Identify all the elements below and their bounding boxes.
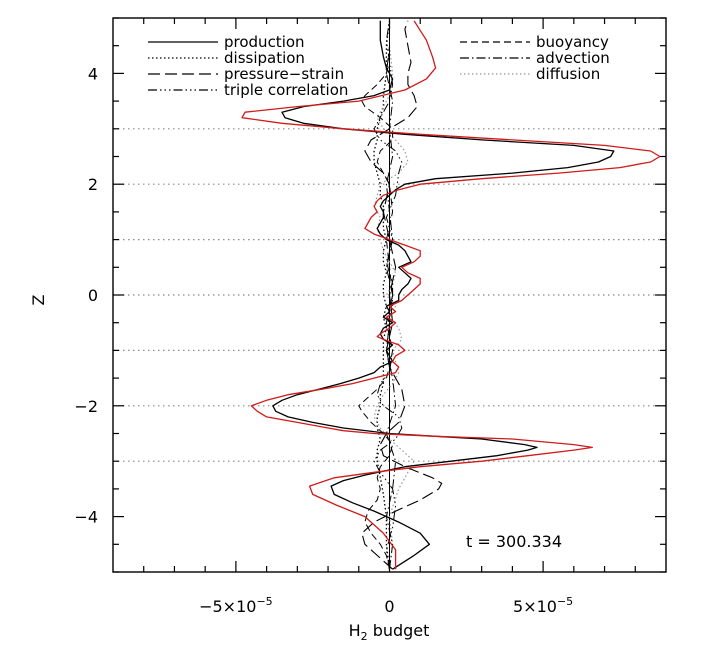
x-tick-labels: −5×10−5 0 5×10−5 [199,595,573,616]
series-layer [241,20,661,570]
legend-item: buoyancy [460,33,609,51]
legend-item: advection [460,49,610,67]
x-tick-label: 0 [384,597,394,616]
y-tick-label: 4 [88,64,98,83]
series-advection [385,20,397,570]
legend-label: buoyancy [536,33,609,51]
legend-item: pressure−strain [148,65,344,83]
legend-label: pressure−strain [224,65,344,83]
y-tick-labels: −4 −2 0 2 4 [74,64,98,526]
legend-item: diffusion [460,65,600,83]
x-tick-label: 5×10−5 [513,595,573,616]
series-dissipation [373,20,391,570]
legend-label: advection [536,49,610,67]
legend-item: production [148,33,305,51]
time-annotation: t = 300.334 [466,532,562,551]
y-axis-label: Z [29,294,48,305]
x-axis-label: H2 budget [349,621,430,643]
axis-ticks [113,17,666,573]
x-tick-label: −5×10−5 [199,595,273,616]
series-buoyancy [358,20,394,570]
legend-item: dissipation [148,49,305,67]
y-tick-label: −4 [74,508,98,527]
legend-label: diffusion [536,65,600,83]
y-tick-label: −2 [74,397,98,416]
y-tick-label: 0 [88,286,98,305]
series-pressure-strain [361,20,443,570]
series-production [272,20,615,570]
legend-item: triple correlation [148,81,348,99]
series-total [241,20,661,570]
legend-label: dissipation [224,49,305,67]
legend-label: triple correlation [224,81,348,99]
y-tick-label: 2 [88,175,98,194]
series-triple [373,20,403,570]
legend: productiondissipationpressure−straintrip… [148,33,610,99]
legend-label: production [224,33,305,51]
series-diffusion [373,20,415,570]
